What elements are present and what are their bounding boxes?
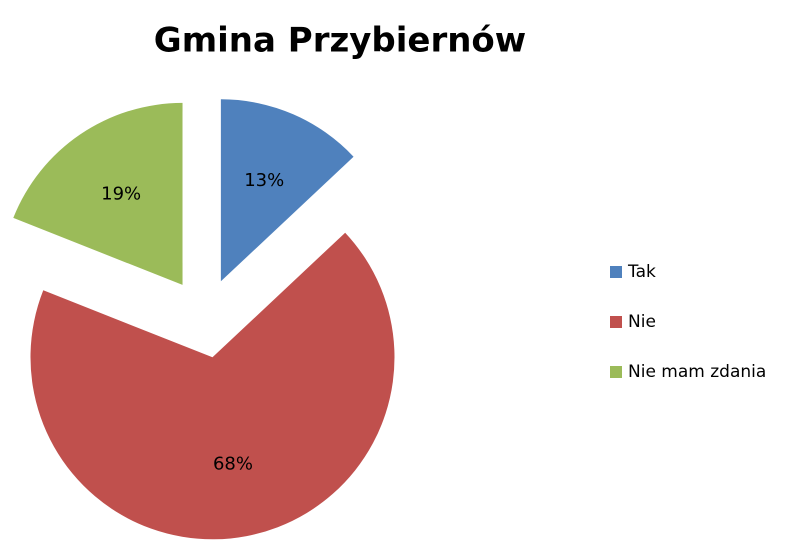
chart-title: Gmina Przybiernów	[154, 21, 526, 61]
legend-label: Nie	[628, 312, 656, 332]
legend-swatch	[610, 366, 622, 378]
data-label: 19%	[101, 184, 141, 205]
pie-slice	[13, 102, 183, 285]
legend-swatch	[610, 316, 622, 328]
data-label: 13%	[244, 170, 284, 191]
pie-slice	[30, 232, 395, 540]
pie-slice	[220, 99, 354, 282]
legend-label: Nie mam zdania	[628, 362, 766, 382]
data-label: 68%	[213, 454, 253, 475]
legend-label: Tak	[627, 262, 656, 282]
legend-swatch	[610, 266, 622, 278]
